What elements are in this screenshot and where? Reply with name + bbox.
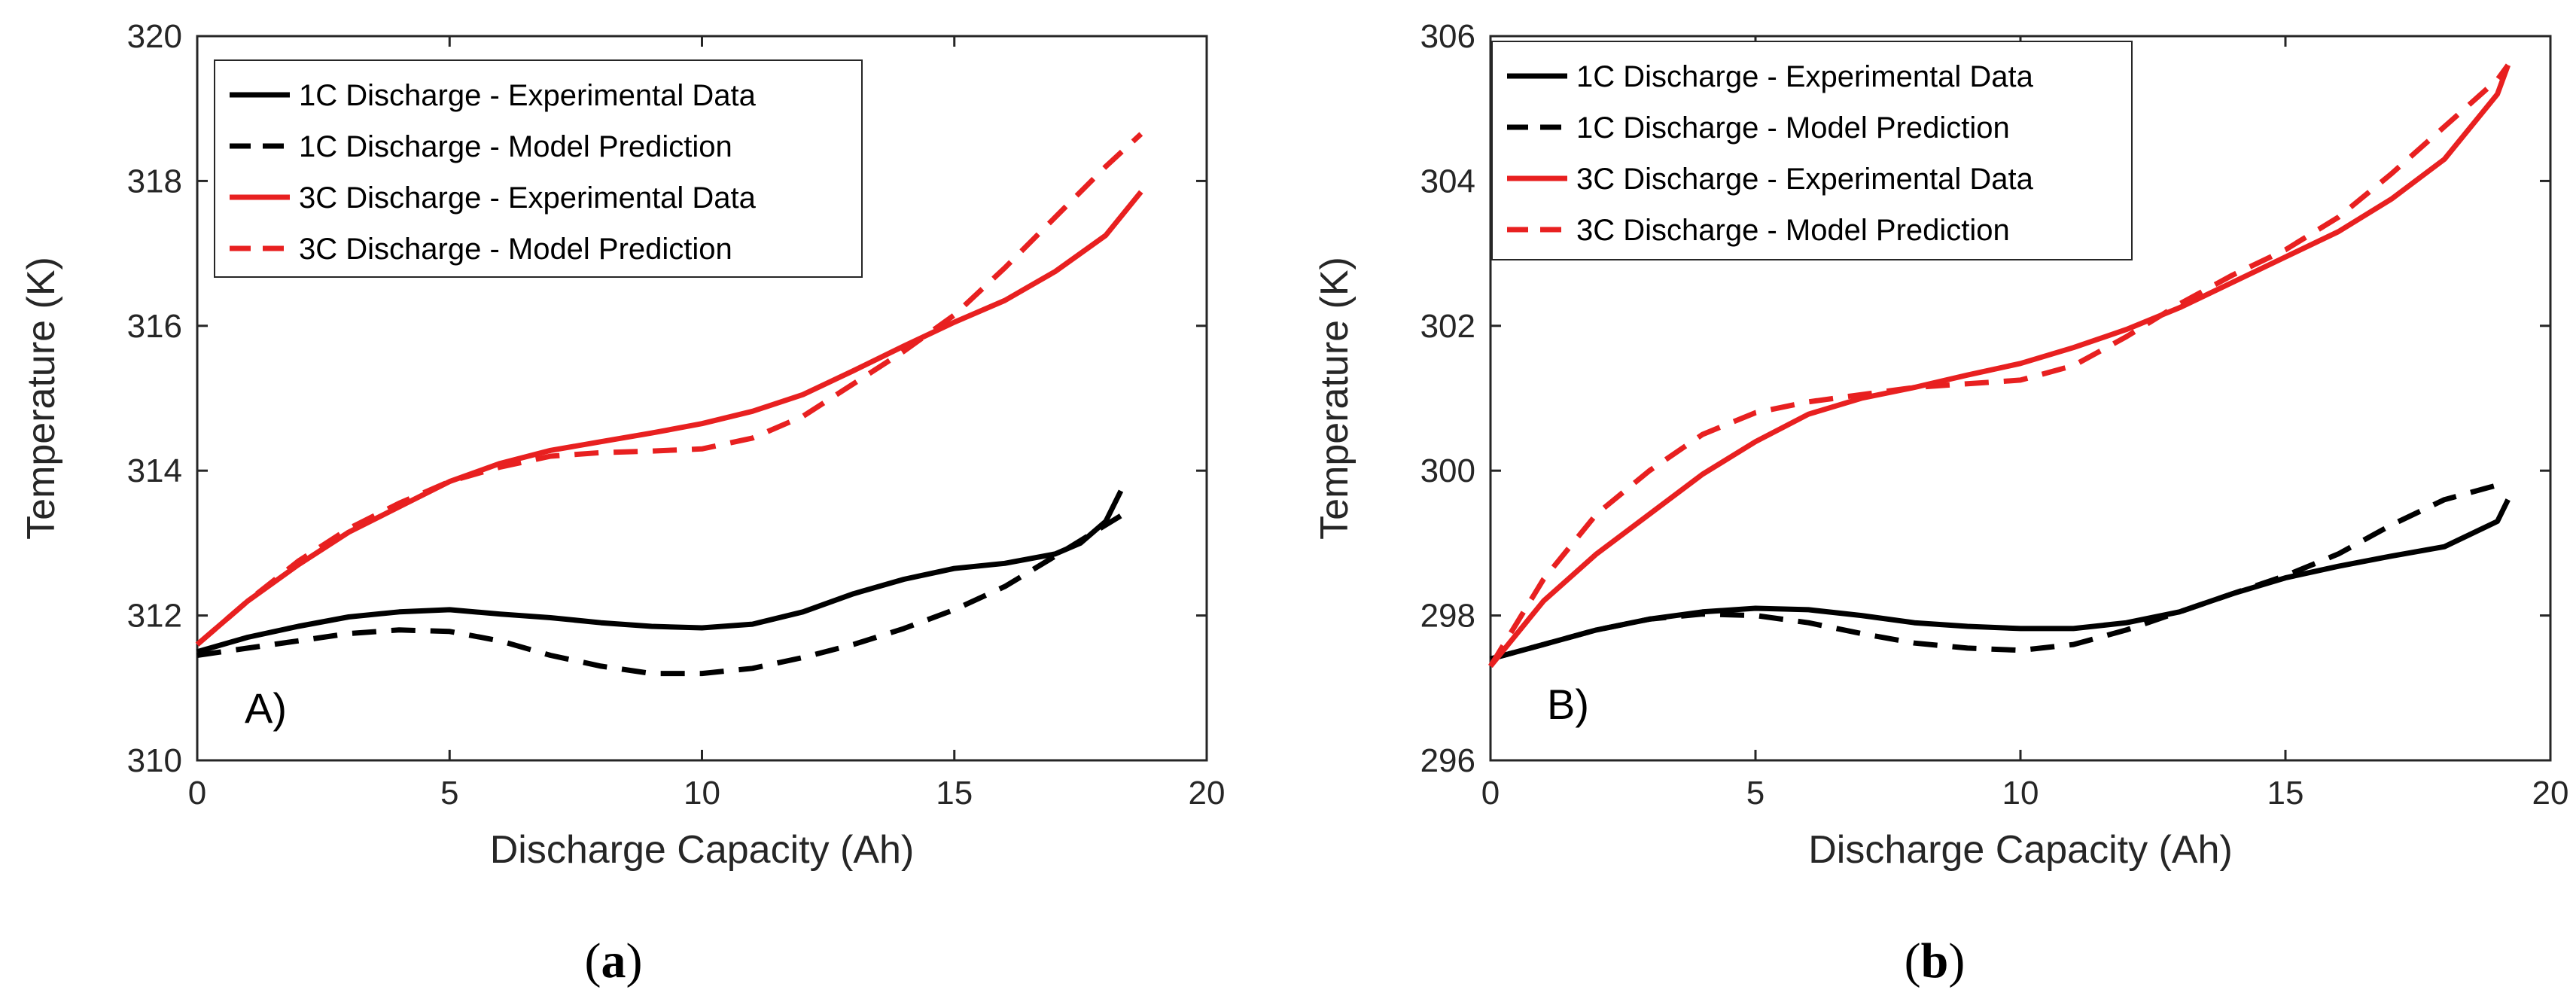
series-line-1: [1490, 498, 2511, 662]
x-tick-label: 15: [936, 775, 973, 812]
y-tick-label: 320: [127, 18, 182, 55]
y-tick-label: 298: [1420, 598, 1475, 635]
series-line-4: [195, 132, 1143, 647]
y-tick-label: 318: [127, 163, 182, 199]
x-tick-label: 5: [1746, 775, 1765, 812]
y-tick-label: 314: [127, 452, 182, 489]
y-tick-label: 310: [127, 742, 182, 779]
x-tick-label: 5: [440, 775, 458, 812]
chart-panel-2: 0 5 10 15 20 296 298 300 302 304 306 Discharge Capa…: [1313, 18, 2568, 988]
legend: 1C Discharge - Experimental Data 1C Disch…: [1491, 41, 2133, 260]
series-line-4: [1488, 63, 2511, 668]
y-axis-label: Temperature (K): [1313, 257, 1357, 540]
y-tick-label: 304: [1420, 163, 1475, 199]
legend-entry-label: 3C Discharge - Experimental Data: [1576, 163, 2034, 196]
legend-entry-label: 1C Discharge - Experimental Data: [1576, 60, 2034, 93]
x-tick-label: 15: [2267, 775, 2304, 812]
legend: 1C Discharge - Experimental Data 1C Disch…: [214, 59, 863, 278]
series-line-3: [1488, 64, 2511, 669]
x-tick-label: 20: [2532, 775, 2569, 812]
legend-entry-label: 3C Discharge - Model Prediction: [299, 233, 732, 266]
legend-entry-label: 1C Discharge - Model Prediction: [1576, 111, 2010, 145]
series-line-3: [195, 190, 1143, 647]
chart-panel-1: 0 5 10 15 20 310 312 314 316 318 320 Discharge Capa…: [20, 18, 1225, 988]
y-tick-label: 302: [1420, 308, 1475, 345]
x-tick-label: 20: [1189, 775, 1226, 812]
y-tick-label: 312: [127, 598, 182, 635]
series-line-1: [196, 489, 1124, 655]
x-axis-label: Discharge Capacity (Ah): [1808, 828, 2233, 872]
y-tick-label: 296: [1420, 742, 1475, 779]
panel-tag: A): [245, 684, 287, 732]
y-tick-label: 300: [1420, 452, 1475, 489]
series-line-2: [1490, 479, 2509, 662]
y-tick-label: 306: [1420, 18, 1475, 55]
legend-entry-label: 1C Discharge - Experimental Data: [299, 79, 757, 112]
legend-box: [214, 59, 863, 278]
x-tick-label: 10: [2002, 775, 2039, 812]
series-line-2: [196, 510, 1128, 677]
legend-entry-label: 3C Discharge - Model Prediction: [1576, 214, 2010, 247]
y-axis-label: Temperature (K): [20, 257, 63, 540]
x-tick-label: 0: [188, 775, 206, 812]
x-tick-label: 0: [1481, 775, 1500, 812]
legend-entry-label: 3C Discharge - Experimental Data: [299, 181, 757, 215]
x-tick-label: 10: [684, 775, 720, 812]
panel-caption: (a): [585, 933, 643, 988]
panel-caption: (b): [1905, 933, 1965, 988]
panel-tag: B): [1547, 681, 1589, 728]
x-axis-label: Discharge Capacity (Ah): [490, 828, 915, 872]
legend-entry-label: 1C Discharge - Model Prediction: [299, 130, 732, 163]
y-tick-label: 316: [127, 308, 182, 345]
legend-box: [1491, 41, 2133, 260]
